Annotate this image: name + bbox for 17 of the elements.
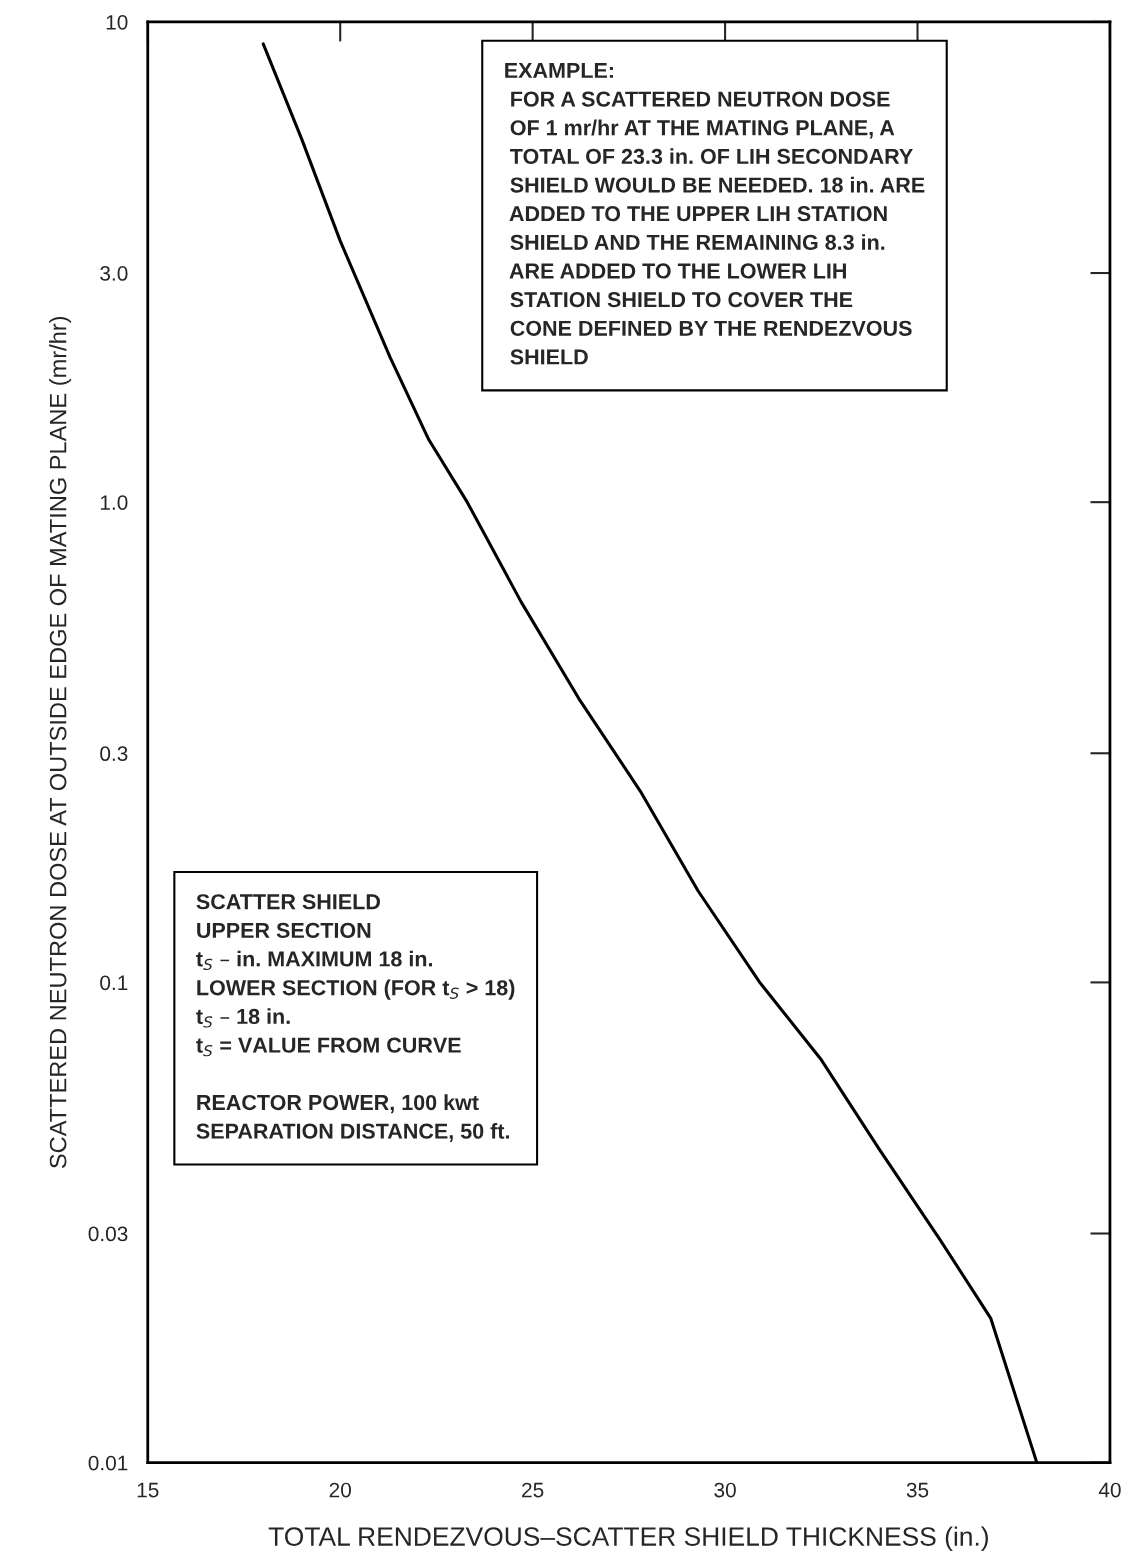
text: SCATTER SHIELD UPPER SECTION t$_{S}$ – in. MAXIMUM 18 in. LOWER SECTION (FOR t$_{S}$ > 18) t$_{S}$ – 18 in. t$_{S}$ = VALUE FROM CURVE REACTOR POWER, 100 kwt SEPARATION DISTANCE, 50 ft. — [196, 894, 515, 1142]
y-axis-title: SCATTERED NEUTRON DOSE AT OUTSIDE EDGE OF MATING PLANE (mr/hr) — [49, 316, 72, 1169]
x-tick-label: 40 — [1098, 1482, 1121, 1498]
y-tick-label: 0.3 — [100, 746, 128, 762]
text: EXAMPLE: FOR A SCATTERED NEUTRON DOSE OF 1 mr/hr AT THE MATING PLANE, A TOTAL OF 23.3 in. OF LIH SECONDARY SHIELD WOULD BE NEEDED. 18 in. ARE ADDED TO THE UPPER LIH STATION SHIELD AND THE REMAINING 8.3 in. ARE ADDED TO THE LOWER LIH STATION SHIELD TO COVER THE CONE DEFINED BY THE RENDEZVOUS SHIELD — [505, 63, 925, 365]
y-tick-label: 3.0 — [100, 266, 128, 281]
y-tick-label: 10 — [106, 14, 128, 30]
x-tick-label: 25 — [522, 1482, 544, 1498]
x-axis-title: TOTAL RENDEZVOUS–SCATTER SHIELD THICKNESS (in.) — [268, 1526, 988, 1552]
x-tick-label: 30 — [714, 1482, 736, 1498]
x-tick-label: 20 — [329, 1482, 351, 1498]
y-tick-label: 0.1 — [100, 975, 128, 991]
y-tick-label: 1.0 — [100, 495, 128, 510]
y-tick-label: 0.03 — [88, 1226, 128, 1242]
x-tick-label: 15 — [137, 1482, 159, 1498]
y-tick-label: 0.01 — [88, 1455, 128, 1471]
x-tick-label: 35 — [906, 1482, 929, 1498]
